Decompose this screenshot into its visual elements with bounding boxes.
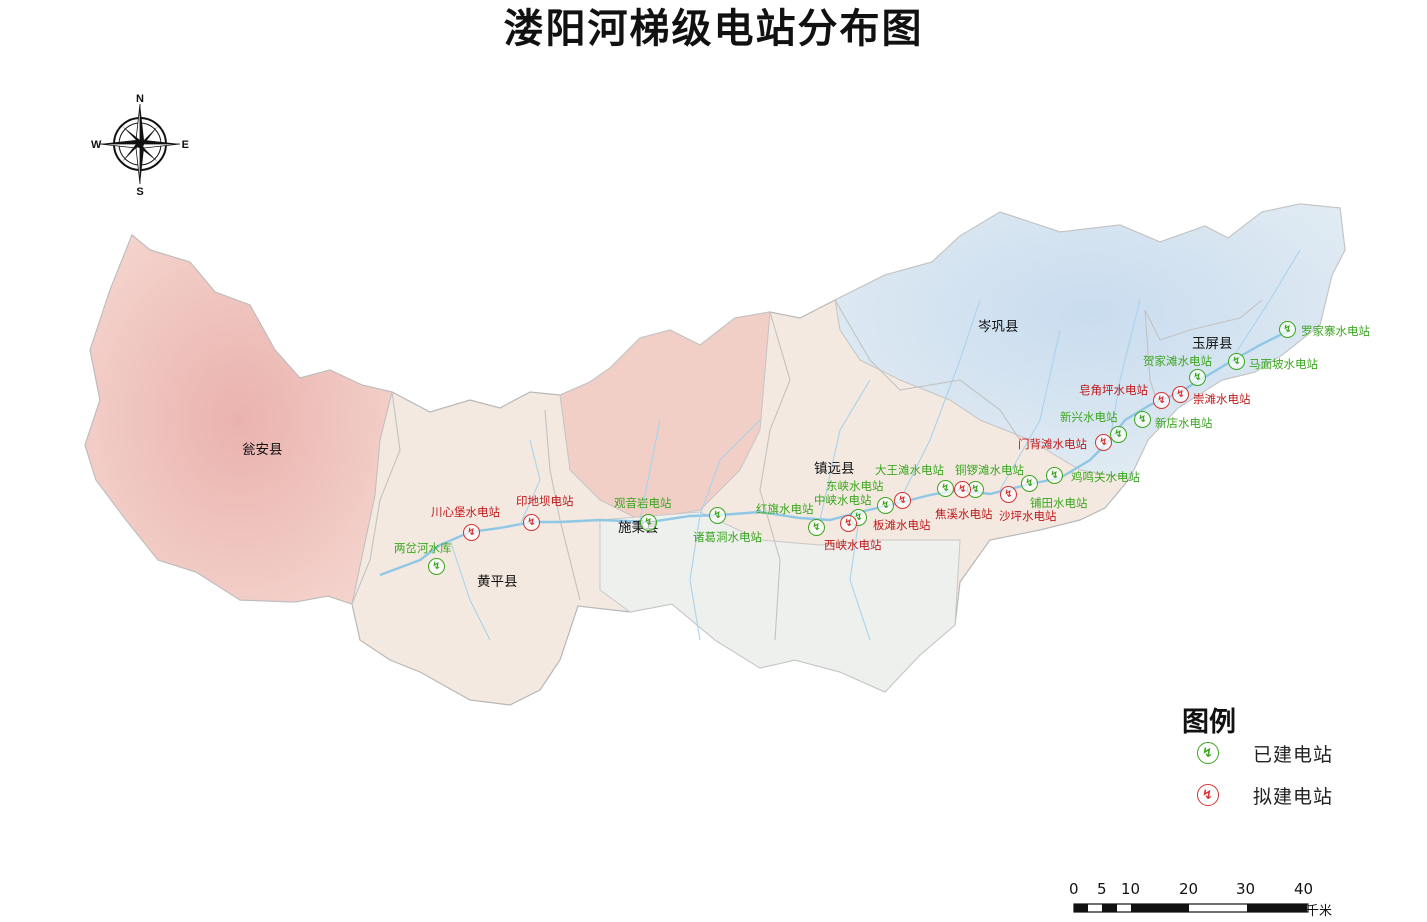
county-label-cengong: 岑巩县 xyxy=(978,319,1019,335)
station-marker-jimingguan[interactable] xyxy=(1046,467,1063,484)
legend-built-label: 已建电站 xyxy=(1253,744,1334,766)
station-label-bantan: 板滩水电站 xyxy=(873,518,931,532)
planned-station-icon xyxy=(1197,784,1219,806)
station-marker-putian[interactable] xyxy=(1021,475,1038,492)
station-label-guanyinyan: 观音岩电站 xyxy=(614,496,672,510)
station-marker-dawangtan[interactable] xyxy=(937,480,954,497)
station-marker-mianmianpo[interactable] xyxy=(1228,353,1245,370)
station-label-yindiba: 印地坝电站 xyxy=(516,494,574,508)
scale-tick-5: 5 xyxy=(1097,880,1107,898)
scale-tick-30: 30 xyxy=(1236,880,1256,898)
compass-east: E xyxy=(182,139,189,151)
station-marker-xindian[interactable] xyxy=(1134,411,1151,428)
scale-bar-segments xyxy=(1073,903,1309,913)
compass-south: S xyxy=(136,186,143,196)
station-marker-hongqi[interactable] xyxy=(808,519,825,536)
scale-unit: 千米 xyxy=(1306,904,1333,919)
station-marker-xixia[interactable] xyxy=(840,515,857,532)
station-label-zhongxia: 中峡水电站 xyxy=(814,493,872,507)
station-label-luojiazhai: 罗家寨水电站 xyxy=(1301,324,1370,338)
legend-title: 图例 xyxy=(1182,707,1236,738)
station-label-dawangtan: 大王滩水电站 xyxy=(875,463,944,477)
station-label-hejiatan: 贺家滩水电站 xyxy=(1143,354,1212,368)
station-marker-luojiazhai[interactable] xyxy=(1279,321,1296,338)
station-marker-yindiba[interactable] xyxy=(523,514,540,531)
station-marker-zhugedong[interactable] xyxy=(709,507,726,524)
station-label-liangchahe: 两岔河水库 xyxy=(394,541,452,555)
station-label-menbeitan: 门背滩水电站 xyxy=(1018,437,1087,451)
county-label-zhenyuan: 镇远县 xyxy=(814,461,855,477)
compass-north: N xyxy=(136,93,144,105)
station-marker-menbeitan[interactable] xyxy=(1095,434,1112,451)
station-marker-zaojiaoping[interactable] xyxy=(1153,392,1170,409)
station-label-jimingguan: 鸡鸣关水电站 xyxy=(1071,470,1140,484)
station-label-zhugedong: 诸葛洞水电站 xyxy=(693,530,762,544)
station-label-mianmianpo: 马面坡水电站 xyxy=(1249,357,1318,371)
station-label-putian: 铺田水电站 xyxy=(1030,496,1088,510)
station-marker-dongxia[interactable] xyxy=(877,497,894,514)
station-marker-jiaoxi[interactable] xyxy=(954,481,971,498)
station-label-dongxia: 东峡水电站 xyxy=(826,479,884,493)
county-label-yuping: 玉屏县 xyxy=(1192,336,1233,352)
scale-bar: 0 5 10 20 30 40 千米 xyxy=(1068,880,1348,920)
county-label-huangping: 黄平县 xyxy=(477,574,518,590)
station-label-xindian: 新店水电站 xyxy=(1155,416,1213,430)
legend-planned-label: 拟建电站 xyxy=(1253,786,1334,808)
station-label-tongluotan: 铜锣滩水电站 xyxy=(955,463,1024,477)
station-label-jiaoxi: 焦溪水电站 xyxy=(935,507,993,521)
station-label-xinxing: 新兴水电站 xyxy=(1060,410,1118,424)
scale-tick-0: 0 xyxy=(1069,880,1079,898)
station-label-xixia: 西峡水电站 xyxy=(824,538,882,552)
compass-west: W xyxy=(91,139,102,151)
station-label-chuanxinbao: 川心堡水电站 xyxy=(431,505,500,519)
station-marker-hejiatan[interactable] xyxy=(1189,369,1206,386)
station-marker-liangchahe[interactable] xyxy=(428,558,445,575)
station-marker-bantan[interactable] xyxy=(894,492,911,509)
scale-tick-20: 20 xyxy=(1179,880,1199,898)
station-label-chongtan: 崇滩水电站 xyxy=(1193,392,1251,406)
map-title: 溇阳河梯级电站分布图 xyxy=(503,6,924,52)
station-marker-chongtan[interactable] xyxy=(1172,386,1189,403)
station-label-hongqi: 红旗水电站 xyxy=(756,502,814,516)
station-marker-shaping[interactable] xyxy=(1000,486,1017,503)
station-label-zaojiaoping: 皂角坪水电站 xyxy=(1079,383,1148,397)
scale-tick-10: 10 xyxy=(1121,880,1141,898)
scale-tick-40: 40 xyxy=(1294,880,1314,898)
built-station-icon xyxy=(1197,742,1219,764)
station-marker-xinxing[interactable] xyxy=(1110,426,1127,443)
station-label-shaping: 沙坪水电站 xyxy=(999,509,1057,523)
station-marker-guanyinyan[interactable] xyxy=(640,514,657,531)
station-marker-chuanxinbao[interactable] xyxy=(463,524,480,541)
compass-rose-icon: N S W E xyxy=(91,93,189,196)
county-label-wengan: 瓮安县 xyxy=(242,442,283,458)
